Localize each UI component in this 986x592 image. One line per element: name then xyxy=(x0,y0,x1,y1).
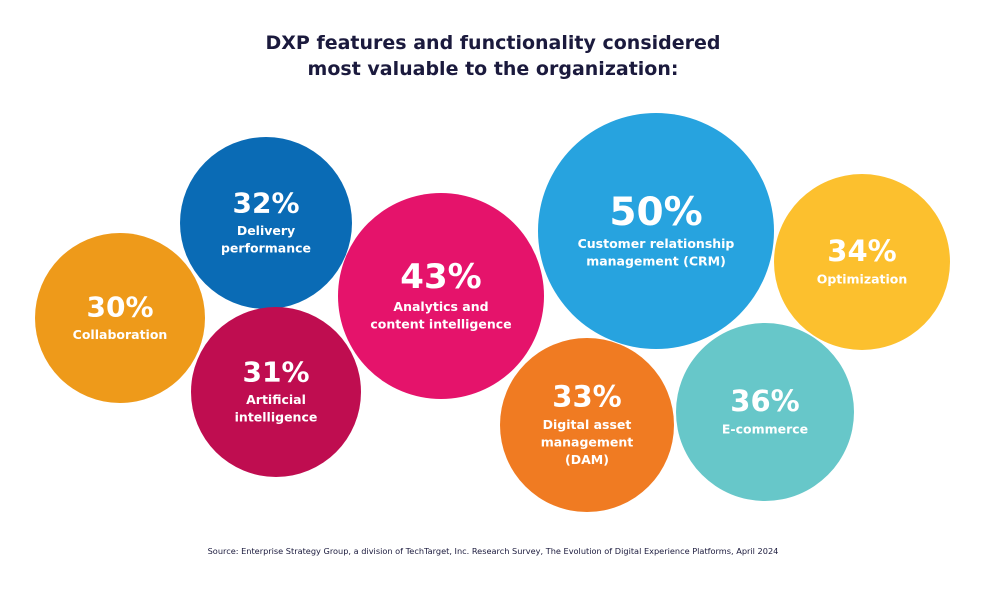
bubble-label-dam-line-2: management xyxy=(541,434,634,449)
bubble-label-delivery-line-1: Delivery xyxy=(237,223,295,238)
bubble-optimization: 34% Optimization xyxy=(774,174,950,350)
bubble-label-ai-line-2: intelligence xyxy=(235,410,318,425)
bubble-value-analytics: 43% xyxy=(400,257,481,297)
bubble-label-dam-line-3: (DAM) xyxy=(565,452,609,467)
source-note: Source: Enterprise Strategy Group, a div… xyxy=(207,546,779,556)
bubble-circle-optimization xyxy=(774,174,950,350)
bubble-circle-collaboration xyxy=(35,233,205,403)
bubble-value-collaboration: 30% xyxy=(86,290,153,323)
bubble-circle-crm xyxy=(538,113,774,349)
bubble-ecommerce: 36% E-commerce xyxy=(676,323,854,501)
bubble-crm: 50%Customer relationship management (CRM) xyxy=(538,113,774,349)
bubble-circle-delivery xyxy=(180,137,352,309)
bubble-label-analytics-line-1: Analytics and xyxy=(393,299,488,314)
bubble-value-crm: 50% xyxy=(609,190,702,235)
bubble-label-ai-line-1: Artificial xyxy=(246,392,306,407)
bubble-label-dam-line-1: Digital asset xyxy=(543,417,632,432)
bubble-ai: 31% Artificial intelligence xyxy=(191,307,361,477)
bubble-label-ecommerce-line-1: E-commerce xyxy=(722,421,808,436)
bubble-label-analytics-line-2: content intelligence xyxy=(370,316,511,331)
bubble-label-delivery-line-2: performance xyxy=(221,241,311,256)
chart-title-line-1: DXP features and functionality considere… xyxy=(265,32,721,54)
bubble-label-crm-line-2: management (CRM) xyxy=(586,254,726,269)
bubble-circle-ecommerce xyxy=(676,323,854,501)
bubble-label-collaboration-line-1: Collaboration xyxy=(73,327,168,342)
bubble-circle-ai xyxy=(191,307,361,477)
bubble-label-crm-line-1: Customer relationship xyxy=(578,236,735,251)
bubble-circle-analytics xyxy=(338,193,544,399)
bubble-dam: 33% Digital asset management (DAM) xyxy=(500,338,674,512)
bubble-delivery: 32% Delivery performance xyxy=(180,137,352,309)
bubble-value-optimization: 34% xyxy=(827,234,896,268)
bubble-value-delivery: 32% xyxy=(232,187,299,220)
chart-title: DXP features and functionality considere… xyxy=(0,30,986,82)
bubble-circle-dam xyxy=(500,338,674,512)
bubble-value-ecommerce: 36% xyxy=(730,384,799,418)
bubble-value-ai: 31% xyxy=(242,356,309,389)
bubble-analytics: 43% Analytics and content intelligence xyxy=(338,193,544,399)
chart-title-line-2: most valuable to the organization: xyxy=(307,58,679,80)
bubble-collaboration: 30% Collaboration xyxy=(35,233,205,403)
bubble-value-dam: 33% xyxy=(552,379,621,413)
bubble-label-optimization-line-1: Optimization xyxy=(817,271,908,286)
